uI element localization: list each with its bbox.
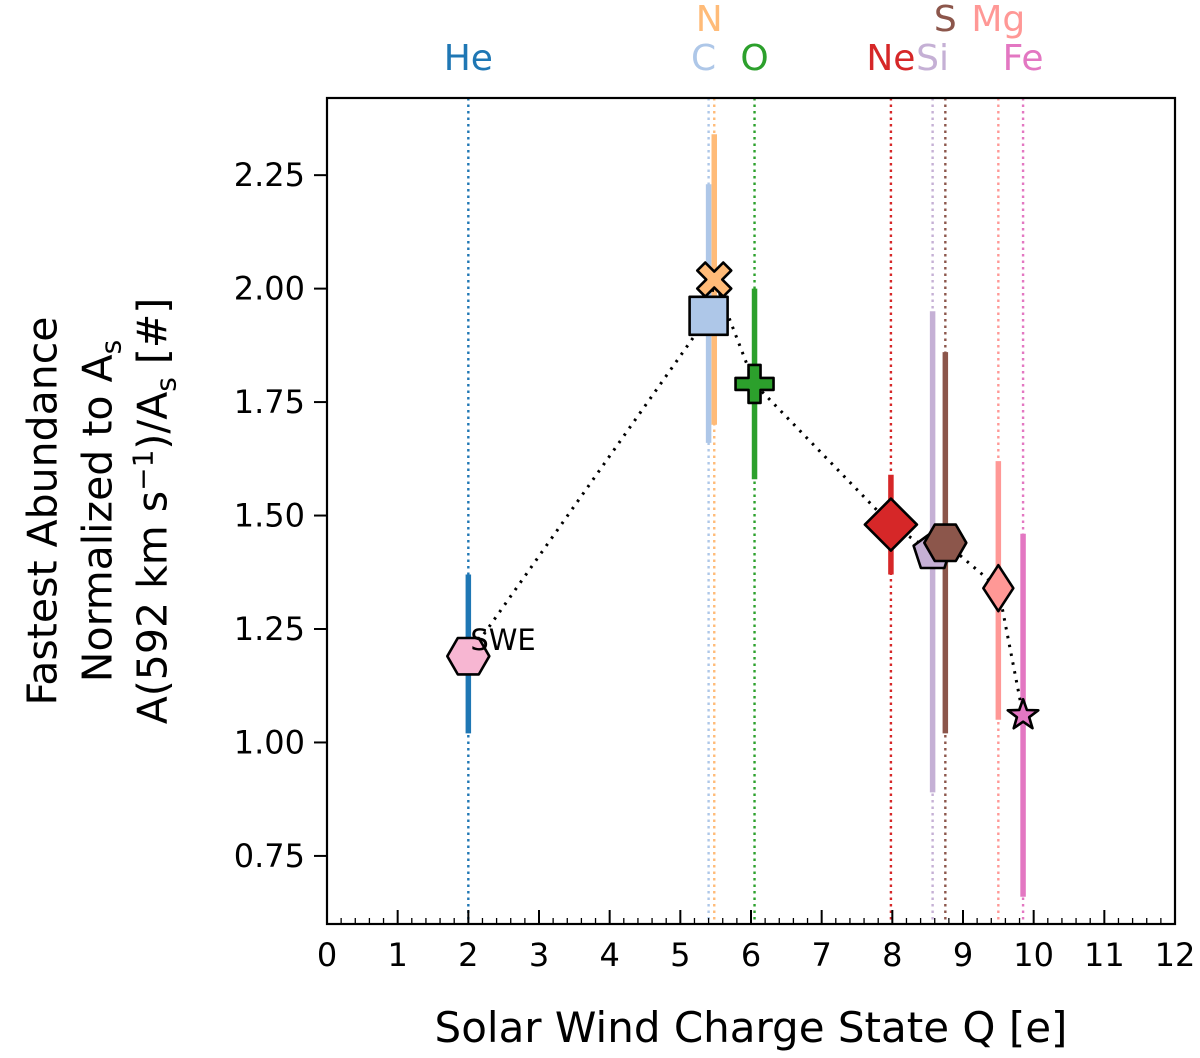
element-label-o: O bbox=[740, 38, 768, 79]
y-label-line3-ratio: )/A bbox=[128, 392, 176, 450]
x-tick-label: 6 bbox=[741, 936, 761, 974]
y-tick-label: 1.00 bbox=[234, 723, 305, 761]
x-tick-label: 1 bbox=[387, 936, 407, 974]
y-tick-label: 2.00 bbox=[234, 270, 305, 308]
y-axis-ticks: 0.75 1.00 1.25 1.50 1.75 2.00 2.25 bbox=[234, 156, 327, 875]
x-axis-ticks: 0 1 2 3 4 5 6 7 8 9 10 11 12 bbox=[317, 910, 1196, 974]
x-tick-label: 11 bbox=[1084, 936, 1125, 974]
x-tick-label: 5 bbox=[670, 936, 690, 974]
plot-frame bbox=[325, 96, 1177, 926]
element-label-si: Si bbox=[916, 38, 949, 79]
y-tick-label: 1.50 bbox=[234, 497, 305, 535]
x-tick-label: 4 bbox=[599, 936, 619, 974]
element-label-c: C bbox=[691, 38, 716, 79]
x-tick-label: 3 bbox=[529, 936, 549, 974]
element-label-ne: Ne bbox=[866, 38, 915, 79]
data-markers bbox=[445, 261, 1040, 730]
x-tick-label: 9 bbox=[953, 936, 973, 974]
marker-o bbox=[734, 363, 775, 405]
element-label-he: He bbox=[444, 38, 493, 79]
x-tick-label: 10 bbox=[1013, 936, 1054, 974]
y-tick-label: 1.25 bbox=[234, 610, 305, 648]
marker-mg bbox=[982, 563, 1015, 613]
y-label-subscript: s bbox=[94, 340, 127, 355]
error-bars bbox=[465, 134, 1026, 897]
x-tick-label: 2 bbox=[458, 936, 478, 974]
x-tick-label: 12 bbox=[1155, 936, 1196, 974]
y-tick-label: 0.75 bbox=[234, 837, 305, 875]
dotted-connector bbox=[467, 273, 1025, 716]
marker-ne bbox=[863, 497, 919, 552]
x-tick-label: 7 bbox=[811, 936, 831, 974]
marker-he bbox=[445, 636, 491, 676]
y-axis-label: Fastest Abundance Normalized to AsA(592 k… bbox=[18, 298, 182, 725]
marker-fe bbox=[1006, 697, 1040, 730]
element-label-mg: Mg bbox=[971, 0, 1025, 40]
marker-n bbox=[695, 261, 733, 298]
element-label-n: N bbox=[696, 0, 723, 40]
marker-c bbox=[688, 295, 729, 337]
y-label-line2-text: Normalized to A bbox=[73, 354, 121, 682]
y-label-line3: A(592 km s−1)/As [#] bbox=[126, 298, 182, 725]
y-label-superscript: −1 bbox=[126, 450, 159, 491]
marker-s bbox=[922, 523, 968, 563]
y-label-line3-text: A(592 km s bbox=[128, 491, 176, 724]
connecting-line bbox=[467, 273, 1025, 716]
swe-annotation: SWE bbox=[470, 623, 535, 657]
x-axis-label: Solar Wind Charge State Q [e] bbox=[435, 1003, 1068, 1052]
x-tick-label: 0 bbox=[317, 936, 337, 974]
y-tick-label: 1.75 bbox=[234, 383, 305, 421]
y-label-line3-sub: s bbox=[149, 377, 182, 392]
y-tick-label: 2.25 bbox=[234, 156, 305, 194]
x-tick-label: 8 bbox=[882, 936, 902, 974]
element-label-s: S bbox=[934, 0, 957, 40]
y-label-line1: Fastest Abundance bbox=[18, 316, 66, 705]
element-label-fe: Fe bbox=[1003, 38, 1044, 79]
y-label-line2: Normalized to As bbox=[73, 340, 127, 682]
element-vertical-lines bbox=[467, 98, 1025, 924]
y-label-line3-unit: [#] bbox=[128, 298, 176, 377]
